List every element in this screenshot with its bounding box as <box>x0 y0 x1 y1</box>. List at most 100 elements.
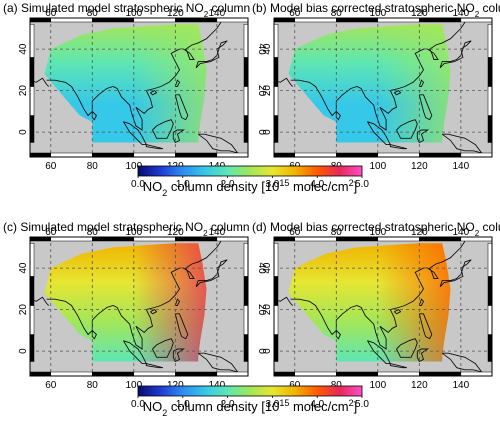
colorbar-tick-label: 0.0 <box>131 179 145 190</box>
y-tick-label: 0 <box>262 129 273 135</box>
frame-segment <box>133 152 176 158</box>
frame-segment <box>273 334 279 362</box>
frame-segment <box>487 305 493 335</box>
frame-segment <box>29 152 52 158</box>
frame-segment <box>243 23 249 58</box>
coastline <box>152 119 174 139</box>
y-tick-label: 0 <box>18 348 29 354</box>
frame-segment <box>29 115 35 143</box>
x-tick-label-top: 140 <box>209 227 226 238</box>
y-tick-label: 40 <box>262 262 273 274</box>
y-tick-label-right: 0 <box>256 129 267 135</box>
frame-segment <box>487 86 493 116</box>
x-tick-label: 120 <box>167 380 184 391</box>
frame-segment <box>29 305 35 335</box>
frame-segment <box>273 57 279 87</box>
y-tick-label: 20 <box>262 85 273 97</box>
x-tick-label-top: 100 <box>369 227 386 238</box>
frame-segment <box>29 334 35 362</box>
frame-segment <box>294 152 337 158</box>
frame-segment <box>273 23 279 58</box>
y-tick-label: 20 <box>18 304 29 316</box>
coastline <box>416 348 430 363</box>
x-tick-label-top: 100 <box>125 8 142 19</box>
frame-segment <box>243 86 249 116</box>
y-tick-label: 0 <box>18 129 29 135</box>
coastline <box>394 309 402 315</box>
frame-segment <box>243 276 249 306</box>
coastline <box>172 129 186 144</box>
coastline <box>145 363 164 369</box>
frame-segment <box>377 152 420 158</box>
frame-segment <box>273 371 296 377</box>
coastline <box>396 119 418 139</box>
colorbar-tick-label: 1.0 <box>176 179 190 190</box>
coastline <box>389 144 408 150</box>
frame-segment <box>243 305 249 335</box>
x-tick-label-top: 120 <box>411 8 428 19</box>
frame-segment <box>273 152 296 158</box>
colorbar-tick-label: 3.0 <box>265 179 279 190</box>
map-frame <box>273 236 493 377</box>
frame-segment <box>92 371 135 377</box>
frame-segment <box>419 371 462 377</box>
y-tick-label: 40 <box>262 43 273 55</box>
y-tick-label-right: 40 <box>256 44 267 56</box>
coastline <box>150 309 158 315</box>
frame-segment <box>487 276 493 306</box>
y-tick-label-right: 20 <box>256 304 267 316</box>
panel-a: 606080801001001201201401400020204040(a) … <box>3 1 267 172</box>
frame-segment <box>419 152 462 158</box>
colorbar-tick-label: 3.0 <box>265 399 279 410</box>
x-tick-label: 140 <box>453 380 470 391</box>
colorbar-tick-label: 2.0 <box>221 179 235 190</box>
y-tick-label: 0 <box>262 348 273 354</box>
x-tick-label-top: 80 <box>331 8 343 19</box>
coastline <box>418 94 433 121</box>
frame-segment <box>133 371 176 377</box>
y-tick-label: 20 <box>262 304 273 316</box>
frame-segment <box>336 371 379 377</box>
frame-segment <box>273 242 279 277</box>
colorbar-top: 0.0 1.0 2.0 3.0 4.0 5.0 <box>131 165 369 190</box>
frame-segment <box>175 152 218 158</box>
coastline <box>172 348 186 363</box>
frame-segment <box>487 23 493 58</box>
coastline <box>389 363 408 369</box>
coastline <box>195 259 228 288</box>
frame-segment <box>243 242 249 277</box>
colorbar-label-bottom: NO2 column density [1015 molec/cm2] <box>143 398 357 418</box>
y-tick-label: 40 <box>18 43 29 55</box>
x-tick-label: 80 <box>331 380 343 391</box>
x-tick-label-top: 80 <box>87 8 99 19</box>
panel-title: (c) Simulated model stratospheric NO2 co… <box>3 220 250 238</box>
coastline <box>150 90 158 96</box>
colorbar-tick-label: 1.0 <box>176 399 190 410</box>
x-tick-label-top: 100 <box>125 227 142 238</box>
frame-segment <box>487 242 493 277</box>
x-tick-label-top: 80 <box>331 227 343 238</box>
x-tick-label-top: 60 <box>289 227 301 238</box>
x-tick-label: 60 <box>45 380 57 391</box>
coastline <box>174 94 189 121</box>
panel-title: (a) Simulated model stratospheric NO2 co… <box>3 1 250 19</box>
frame-segment <box>294 371 337 377</box>
y-tick-label-right: 0 <box>256 348 267 354</box>
coastline <box>195 40 228 69</box>
x-tick-label: 100 <box>125 380 142 391</box>
x-tick-label-top: 60 <box>289 8 301 19</box>
coastline <box>396 338 418 358</box>
frame-segment <box>273 305 279 335</box>
coastline <box>418 298 425 306</box>
panel-title: (d) Model bias corrected stratospheric N… <box>252 220 500 238</box>
frame-segment <box>243 57 249 87</box>
frame-segment <box>273 276 279 306</box>
panel-title: (b) Model bias corrected stratospheric N… <box>252 1 500 19</box>
x-tick-label-top: 80 <box>87 227 99 238</box>
coastline <box>174 79 181 87</box>
x-tick-label: 100 <box>369 380 386 391</box>
frame-segment <box>50 371 93 377</box>
frame-segment <box>487 57 493 87</box>
x-tick-label-top: 120 <box>167 8 184 19</box>
